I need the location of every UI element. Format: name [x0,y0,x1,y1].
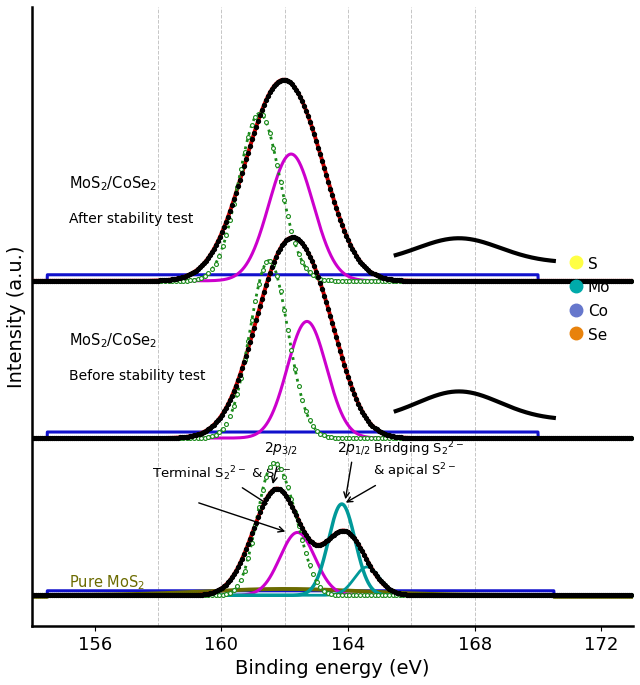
Text: MoS$_2$/CoSe$_2$: MoS$_2$/CoSe$_2$ [70,175,157,193]
Text: $2p_{3/2}$: $2p_{3/2}$ [264,440,298,482]
Legend: S, Mo, Co, Se: S, Mo, Co, Se [566,250,616,349]
X-axis label: Binding energy (eV): Binding energy (eV) [235,659,429,678]
Text: $2p_{1/2}$: $2p_{1/2}$ [337,440,371,498]
Y-axis label: Intensity (a.u.): Intensity (a.u.) [7,245,26,388]
Text: Before stability test: Before stability test [70,369,206,383]
Text: Bridging S$_2$$^{2-}$
& apical S$^{2-}$: Bridging S$_2$$^{2-}$ & apical S$^{2-}$ [347,439,465,502]
Text: Pure MoS$_2$: Pure MoS$_2$ [70,573,146,592]
Text: Terminal S$_2$$^{2-}$ & S$^{2-}$: Terminal S$_2$$^{2-}$ & S$^{2-}$ [152,465,291,503]
Text: MoS$_2$/CoSe$_2$: MoS$_2$/CoSe$_2$ [70,332,157,350]
Text: After stability test: After stability test [70,212,194,226]
